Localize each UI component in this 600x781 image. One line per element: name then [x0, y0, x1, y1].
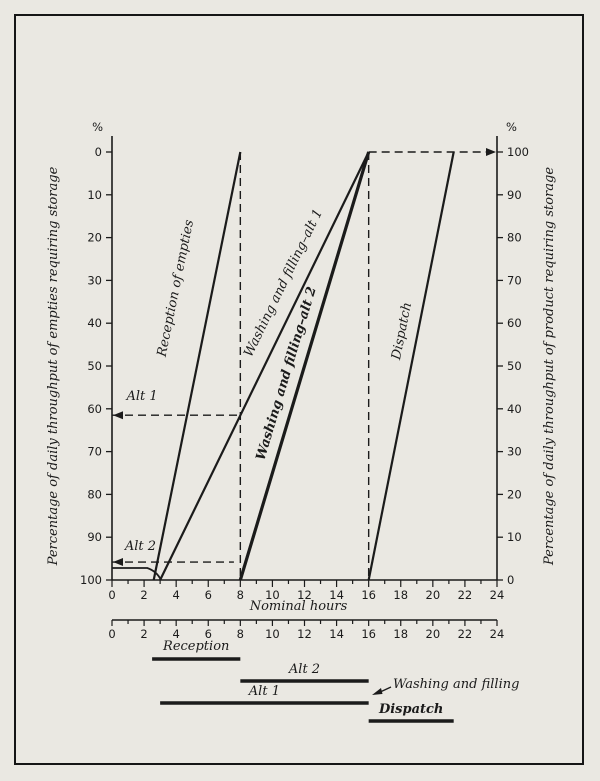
right-axis-tick-label: 50: [507, 359, 522, 373]
timeline-row-label-1: Alt 2: [288, 662, 320, 677]
x-axis-tick-label: 0: [108, 588, 115, 602]
series-label-reception: Reception of empties: [155, 218, 198, 359]
timeline-tick-label: 6: [205, 627, 212, 641]
series-line-reception: [152, 151, 242, 581]
left-axis-tick-label: 10: [87, 188, 102, 202]
series-line-washing-alt2: [238, 151, 371, 581]
x-axis-tick-label: 24: [490, 588, 505, 602]
timeline-tick-label: 4: [173, 627, 180, 641]
right-axis-tick-label: 90: [507, 188, 522, 202]
x-axis-tick-label: 6: [205, 588, 212, 602]
series-line-dispatch: [367, 151, 455, 581]
washing-group-label: Washing and filling: [393, 677, 519, 692]
timeline-tick-label: 16: [361, 627, 376, 641]
left-axis-tick-label: 70: [87, 445, 102, 459]
timeline-row-label-2: Alt 1: [248, 684, 280, 699]
annotation-label-1: Alt 2: [124, 539, 156, 554]
timeline-tick-label: 10: [265, 627, 280, 641]
timeline-row-label-0: Reception: [162, 639, 229, 654]
x-axis-tick-label: 12: [297, 588, 312, 602]
right-axis-tick-label: 70: [507, 273, 522, 287]
timeline-row-label-3: Dispatch: [378, 702, 443, 717]
left-axis-unit: %: [92, 120, 103, 134]
x-axis-tick-label: 16: [361, 588, 376, 602]
group-arrow-icon: [372, 688, 383, 695]
timeline-tick-label: 12: [297, 627, 312, 641]
left-axis-tick-label: 60: [87, 402, 102, 416]
x-axis-tick-label: 8: [237, 588, 244, 602]
x-axis-tick-label: 18: [393, 588, 408, 602]
x-axis-tick-label: 22: [458, 588, 473, 602]
timeline-tick-label: 2: [140, 627, 147, 641]
right-axis-title: Percentage of daily throughput of produc…: [542, 167, 557, 566]
timeline-tick-label: 20: [426, 627, 441, 641]
timeline-tick-label: 14: [329, 627, 344, 641]
guide-arrow-icon: [113, 411, 123, 420]
right-axis-tick-label: 100: [507, 145, 529, 159]
series-line-washing-alt1: [159, 151, 370, 581]
left-axis-tick-label: 0: [95, 145, 102, 159]
timeline-tick-label: 18: [393, 627, 408, 641]
right-axis-tick-label: 60: [507, 316, 522, 330]
right-axis-tick-label: 80: [507, 231, 522, 245]
timeline-tick-label: 24: [490, 627, 505, 641]
annotation-label-0: Alt 1: [125, 389, 157, 404]
page-frame: [14, 14, 584, 765]
right-axis-tick-label: 10: [507, 530, 522, 544]
left-axis-title: Percentage of daily throughput of emptie…: [46, 166, 61, 566]
x-axis-tick-label: 10: [265, 588, 280, 602]
timeline-tick-label: 22: [458, 627, 473, 641]
right-axis-tick-label: 20: [507, 487, 522, 501]
left-axis-tick-label: 90: [87, 530, 102, 544]
x-axis-tick-label: 20: [426, 588, 441, 602]
right-axis-tick-label: 30: [507, 445, 522, 459]
x-axis-tick-label: 2: [140, 588, 147, 602]
left-axis-tick-label: 50: [87, 359, 102, 373]
left-axis-tick-label: 40: [87, 316, 102, 330]
guide-arrow-icon: [486, 148, 496, 156]
right-axis-unit: %: [506, 120, 517, 134]
x-axis-tick-label: 14: [329, 588, 344, 602]
timeline-tick-label: 0: [108, 627, 115, 641]
x-axis-title: Nominal hours: [249, 599, 348, 614]
series-label-dispatch: Dispatch: [389, 301, 415, 362]
right-axis-tick-label: 40: [507, 402, 522, 416]
left-axis-tick-label: 100: [80, 573, 102, 587]
guide-arrow-icon: [113, 558, 123, 567]
left-axis-tick-label: 80: [87, 487, 102, 501]
timeline-tick-label: 8: [237, 627, 244, 641]
right-axis-tick-label: 0: [507, 573, 514, 587]
left-axis-tick-label: 30: [87, 273, 102, 287]
x-axis-tick-label: 4: [173, 588, 180, 602]
left-axis-tick-label: 20: [87, 231, 102, 245]
